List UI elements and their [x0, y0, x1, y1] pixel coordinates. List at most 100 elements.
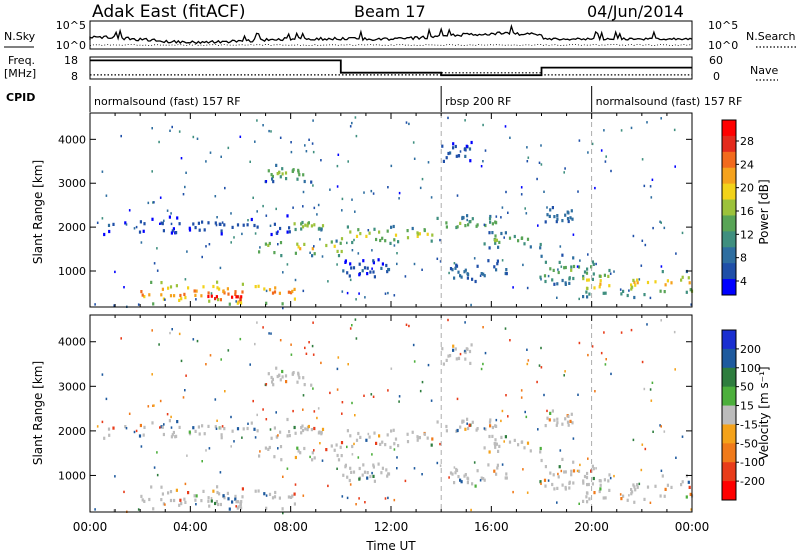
velocity-cell: [240, 506, 243, 510]
velocity-cell: [501, 463, 504, 466]
velocity-cell: [173, 498, 176, 503]
velocity-cell: [278, 496, 281, 500]
power-cell: [278, 171, 281, 175]
power-cell: [166, 209, 169, 212]
velocity-cell: [196, 339, 199, 343]
power-cell: [308, 138, 310, 141]
velocity-cell: [151, 329, 153, 332]
velocity-cell: [457, 356, 460, 361]
velocity-cell: [587, 353, 589, 357]
power-cell: [411, 226, 414, 231]
velocity-cell: [630, 328, 633, 332]
velocity-cell: [482, 477, 485, 481]
power-cell: [193, 289, 196, 293]
time-axis-ticks: 00:00 04:00 08:00 12:00 16:00 20:00 00:00: [73, 520, 710, 534]
power-cell: [195, 298, 197, 301]
velocity-cell: [503, 440, 505, 443]
power-cell: [482, 272, 485, 276]
velocity-cell: [325, 448, 328, 452]
velocity-cell: [319, 442, 321, 445]
velocity-cell: [505, 472, 508, 476]
power-cell: [316, 213, 318, 216]
velocity-cell: [320, 432, 323, 436]
velocity-cell: [241, 487, 244, 491]
velocity-cell: [241, 495, 244, 499]
velocity-cell: [572, 469, 576, 473]
velocity-cell: [175, 488, 178, 492]
power-cell: [270, 130, 272, 133]
y-tick-label: 2000: [58, 425, 86, 438]
velocity-cell: [643, 387, 646, 391]
velocity-cell: [513, 438, 516, 442]
power-cell: [268, 288, 272, 292]
velocity-cell: [660, 425, 662, 428]
velocity-cell: [427, 363, 430, 367]
velocity-cell: [449, 471, 453, 475]
velocity-cell: [216, 490, 219, 495]
power-cell: [311, 254, 314, 258]
velocity-cell: [649, 501, 652, 504]
velocity-cell: [308, 341, 310, 344]
velocity-cell: [540, 346, 542, 350]
velocity-cell: [431, 437, 434, 441]
power-cell: [459, 221, 462, 225]
velocity-cell: [274, 490, 277, 495]
velocity-cell: [452, 348, 455, 352]
power-cell: [441, 144, 444, 148]
power-cell: [235, 295, 238, 299]
power-cell: [487, 259, 490, 263]
velocity-cell: [313, 426, 316, 431]
power-cell: [219, 222, 222, 226]
power-cell: [570, 268, 573, 272]
velocity-panel-axes: 1000 2000 3000 4000: [58, 314, 693, 513]
power-cell: [643, 184, 646, 188]
power-cell: [207, 221, 210, 225]
power-cell: [337, 254, 341, 258]
velocity-cell: [366, 471, 369, 475]
velocity-cell: [673, 330, 676, 334]
velocity-cell: [142, 433, 145, 437]
velocity-cell: [476, 427, 479, 431]
power-cell: [210, 292, 213, 295]
power-cell: [285, 177, 288, 181]
velocity-cell: [303, 383, 306, 387]
noise-search-trace: [89, 43, 693, 47]
velocity-cell: [547, 479, 550, 482]
time-tick-label: 00:00: [675, 520, 710, 534]
power-cell: [591, 260, 594, 264]
power-colorbar-band: [722, 231, 736, 248]
velocity-cell: [269, 428, 272, 431]
freq-right-tick-top: 60: [709, 54, 723, 67]
velocity-cell: [169, 490, 173, 494]
velocity-cell: [390, 429, 393, 433]
power-colorbar: 28 24 20 16 12 8 4: [721, 119, 754, 296]
power-cell: [602, 291, 605, 295]
power-cell: [265, 289, 268, 293]
power-cell: [459, 150, 462, 153]
power-cell: [536, 177, 538, 181]
velocity-cell: [268, 492, 272, 496]
power-cell: [216, 280, 219, 284]
velocity-cell: [544, 465, 547, 469]
power-cell: [162, 229, 165, 233]
power-cell: [445, 225, 448, 229]
power-cell: [336, 185, 339, 188]
velocity-cell: [508, 440, 512, 444]
power-cell: [277, 243, 279, 246]
velocity-cell: [246, 426, 249, 431]
power-cell: [227, 146, 230, 150]
power-cell: [578, 297, 580, 301]
velocity-cell: [113, 509, 115, 512]
power-cell: [268, 241, 271, 246]
power-cell: [564, 213, 567, 217]
velocity-cell: [460, 480, 463, 484]
power-cell: [307, 221, 310, 225]
power-cell: [156, 269, 159, 272]
velocity-cell: [301, 428, 305, 433]
velocity-cell: [498, 444, 501, 448]
power-colorbar-band: [722, 263, 736, 280]
velocity-cell: [484, 351, 487, 355]
velocity-cell: [599, 483, 602, 487]
power-cell: [690, 303, 692, 306]
power-cell: [603, 273, 606, 277]
